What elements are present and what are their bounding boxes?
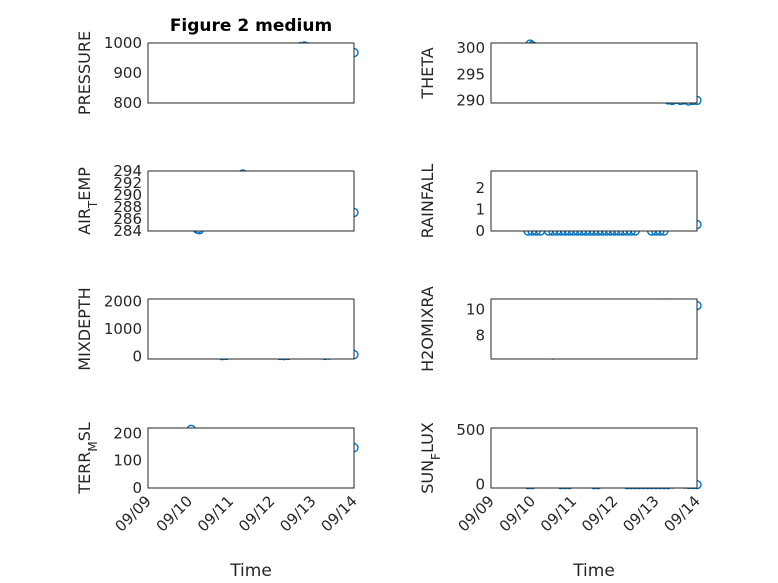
y-tick-label: 0 bbox=[475, 222, 485, 240]
y-tick-label: 288 bbox=[113, 198, 142, 216]
y-axis-label: SUNFLUX bbox=[418, 422, 443, 494]
y-tick-label: 290 bbox=[456, 91, 485, 109]
x-tick-label: 09/09 bbox=[112, 492, 155, 535]
x-tick-label: 09/10 bbox=[153, 492, 196, 535]
y-tick-label: 0 bbox=[475, 476, 485, 494]
y-tick-label: 10 bbox=[466, 300, 485, 318]
y-tick-label: 300 bbox=[456, 39, 485, 57]
y-axis-label: H2OMIXRA bbox=[418, 286, 437, 372]
x-tick-label: 09/13 bbox=[276, 492, 319, 535]
y-tick-label: 500 bbox=[456, 421, 485, 439]
y-tick-label: 286 bbox=[113, 210, 142, 228]
y-tick-label: 295 bbox=[456, 65, 485, 83]
x-tick-label: 09/09 bbox=[455, 492, 498, 535]
y-tick-label: 800 bbox=[113, 94, 142, 112]
y-tick-label: 1000 bbox=[104, 320, 142, 338]
y-tick-label: 292 bbox=[113, 174, 142, 192]
axes-box bbox=[147, 170, 355, 232]
x-axis-title-right: Time bbox=[572, 561, 615, 581]
y-axis-label: PRESSURE bbox=[75, 31, 94, 115]
y-tick-label: 900 bbox=[113, 64, 142, 82]
y-tick-label: 200 bbox=[113, 424, 142, 442]
y-tick-label: 8 bbox=[475, 327, 485, 345]
axes-box bbox=[490, 427, 698, 489]
y-axis-label: AIRTEMP bbox=[75, 167, 100, 235]
y-tick-label: 290 bbox=[113, 186, 142, 204]
axes-box bbox=[147, 427, 355, 489]
panel-1: 800 900 1000 PRESSURE bbox=[75, 31, 359, 115]
y-axis-label: MIXDEPTH bbox=[75, 287, 94, 370]
y-tick-label: 284 bbox=[113, 222, 142, 240]
axes-box bbox=[490, 170, 698, 232]
panel-6: 8 10 H2OMIXRA bbox=[418, 286, 702, 372]
y-axis-label: RAINFALL bbox=[418, 164, 437, 239]
y-axis-label: THETA bbox=[418, 47, 437, 99]
x-tick-label: 09/10 bbox=[496, 492, 539, 535]
y-tick-label: 294 bbox=[113, 162, 142, 180]
x-tick-label: 09/13 bbox=[619, 492, 662, 535]
x-tick-label: 09/14 bbox=[318, 492, 361, 535]
y-tick-label: 1 bbox=[475, 201, 485, 219]
y-tick-label: 0 bbox=[132, 347, 142, 365]
y-tick-label: 1000 bbox=[104, 34, 142, 52]
figure-title: Figure 2 medium bbox=[170, 16, 332, 36]
x-tick-label: 09/12 bbox=[235, 492, 278, 535]
panel-4: 0 1 2 RAINFALL bbox=[418, 164, 702, 240]
x-tick-label: 09/11 bbox=[194, 492, 237, 535]
x-tick-label: 09/14 bbox=[661, 492, 704, 535]
y-tick-label: 2 bbox=[475, 179, 485, 197]
y-tick-label: 2000 bbox=[104, 293, 142, 311]
y-axis-label: TERRMSL bbox=[75, 422, 100, 495]
x-axis-title-left: Time bbox=[229, 561, 272, 581]
y-tick-label: 0 bbox=[132, 479, 142, 497]
axes-box bbox=[147, 298, 355, 360]
y-tick-label: 100 bbox=[113, 452, 142, 470]
x-tick-label: 09/12 bbox=[578, 492, 621, 535]
axes-box bbox=[147, 42, 355, 104]
axes-box bbox=[490, 298, 698, 360]
axes-box bbox=[490, 42, 698, 104]
panel-2: 290 295 300 THETA bbox=[418, 39, 702, 109]
panel-5: 0 1000 2000 MIXDEPTH bbox=[75, 287, 359, 371]
x-tick-label: 09/11 bbox=[537, 492, 580, 535]
